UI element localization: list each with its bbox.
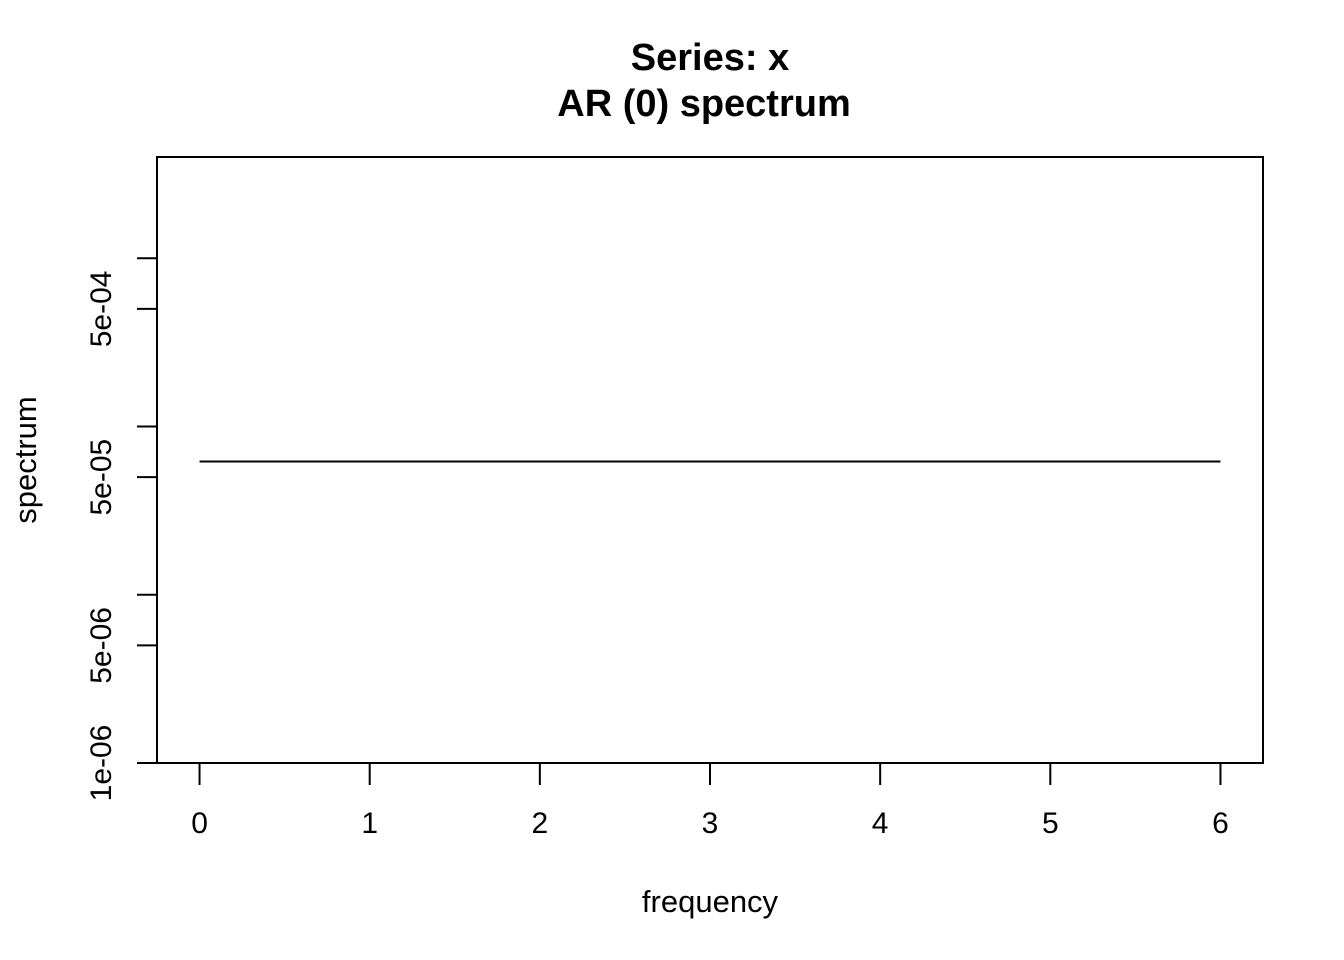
plot-frame — [156, 156, 1264, 764]
x-tick-label: 0 — [191, 807, 208, 840]
y-axis-label: spectrum — [8, 396, 43, 523]
y-tick-label: 5e-04 — [85, 271, 118, 348]
x-tick-label: 6 — [1212, 807, 1229, 840]
chart-title: Series: x — [631, 37, 789, 79]
y-tick-label: 5e-06 — [85, 607, 118, 684]
x-tick-label: 2 — [532, 807, 549, 840]
y-tick-label: 5e-05 — [85, 439, 118, 516]
x-axis-label: frequency — [642, 884, 779, 919]
x-tick-label: 1 — [361, 807, 378, 840]
x-tick-label: 4 — [872, 807, 889, 840]
x-tick-label: 3 — [702, 807, 719, 840]
y-axis: 1e-06 5e-06 5e-05 5e-04 — [85, 257, 158, 802]
x-tick-label: 5 — [1042, 807, 1059, 840]
x-axis: 0 1 2 3 4 5 6 — [191, 762, 1229, 840]
y-tick-label: 1e-06 — [85, 725, 118, 802]
chart-subtitle: AR (0) spectrum — [557, 83, 851, 125]
